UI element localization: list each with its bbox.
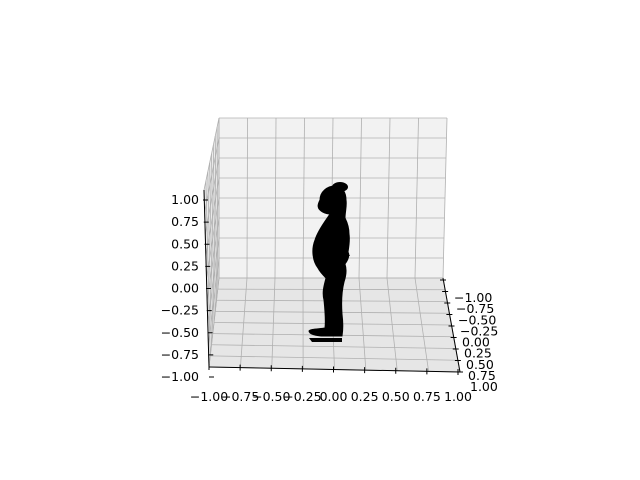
x-tick-label: 0.00	[320, 389, 348, 404]
grid-line-y	[207, 171, 212, 345]
data-point-cloud	[308, 182, 350, 342]
y-tick-label: −0.75	[456, 301, 494, 316]
grid-line-y	[211, 344, 456, 349]
axis-lines	[203, 189, 461, 373]
y-tick-label: −0.25	[460, 323, 498, 338]
grid-line-y	[205, 180, 211, 356]
human-figure-points	[308, 185, 350, 337]
grid-line-x	[358, 277, 367, 371]
grid-line-x	[414, 117, 419, 279]
hair-bun-points	[332, 182, 348, 192]
foot-points	[309, 338, 342, 342]
grid-line-z	[204, 157, 220, 235]
z-tick-label: 0.50	[171, 236, 199, 251]
y-tick-label: −1.00	[454, 290, 492, 305]
z-tick-label: −0.75	[161, 347, 199, 362]
x-tick-label: −0.75	[221, 389, 259, 404]
grid-line-x	[358, 117, 362, 279]
y-tick-label: 0.50	[466, 357, 494, 372]
grid-line-y	[209, 162, 214, 334]
y-axis-line	[442, 277, 461, 373]
y-tick-label: 0.00	[462, 335, 490, 350]
y-tick-label: 1.00	[470, 379, 498, 394]
z-tick-label: 0.00	[171, 281, 199, 296]
x-tick-label: −0.50	[252, 389, 290, 404]
x-tick-label: 0.50	[382, 389, 410, 404]
x-tick-label: −1.00	[190, 389, 228, 404]
grid-line-z	[205, 177, 220, 257]
grid-line-x	[386, 277, 398, 371]
grid-line-y	[211, 153, 215, 323]
x-tick-label: 1.00	[444, 389, 472, 404]
y-tick-label: 0.25	[464, 346, 492, 361]
z-tick-label: −1.00	[161, 369, 199, 384]
y-tick-label: 0.75	[468, 368, 496, 383]
grid-line-x	[442, 117, 448, 279]
grid-line-y	[210, 355, 458, 361]
z-axis-line	[203, 189, 210, 368]
hand-points	[345, 248, 350, 256]
z-tick-label: −0.50	[161, 325, 199, 340]
z-tick-label: 0.25	[171, 258, 199, 273]
x-axis-line	[208, 366, 461, 373]
x-tick-label: 0.75	[413, 389, 441, 404]
z-tick-label: 1.00	[171, 192, 199, 207]
x-tick-label: 0.25	[351, 389, 379, 404]
x-tick-label: −0.25	[283, 389, 321, 404]
grid-line-z	[203, 117, 220, 191]
z-tick-label: −0.25	[161, 303, 199, 318]
grid-line-x	[414, 277, 430, 372]
tick-labels: −1.00−0.75−0.50−0.250.00 0.25 0.50 0.75 1.00…	[161, 192, 499, 404]
y-tick-label: −0.50	[458, 312, 496, 327]
z-tick-label: 0.75	[171, 214, 199, 229]
tick-marks	[203, 199, 463, 378]
grid-line-x	[386, 117, 391, 279]
